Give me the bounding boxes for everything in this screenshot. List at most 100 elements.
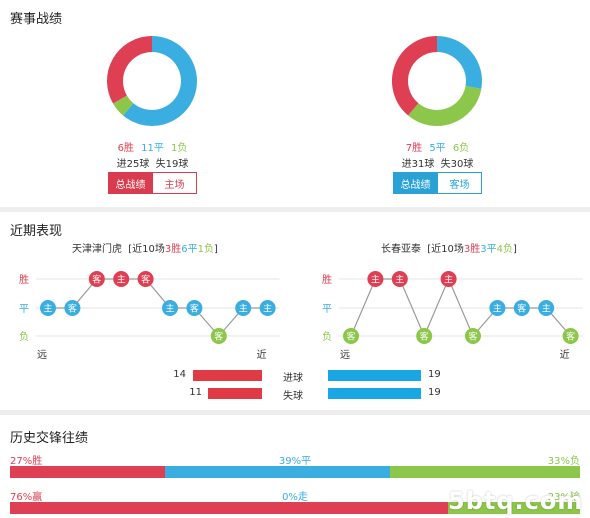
away-donut-chart: [392, 36, 482, 126]
home-goals-against: 失19球: [155, 159, 189, 170]
away-losses: 6负: [452, 143, 470, 154]
home-tab-home[interactable]: 主场: [152, 172, 197, 194]
home-goals-value: 14: [173, 369, 186, 380]
donut-slice-win: [392, 36, 438, 116]
h2h-draw-label: 39%平: [278, 456, 312, 467]
away-game-marker: [465, 328, 481, 344]
away-goals-against: 失30球: [440, 159, 474, 170]
home-far-label: 远: [37, 349, 47, 361]
away-row-label-L: 负: [322, 330, 332, 343]
home-game-venue: 主: [263, 303, 272, 315]
h2h-panel: 历史交锋往绩 27%胜 39%平 33%负 76%赢 0%走 23%输 5btq…: [0, 415, 590, 518]
away-game-marker: [562, 328, 579, 344]
donut-slice-draw: [123, 36, 197, 126]
away-summary-post: ]: [512, 244, 517, 255]
away-record-line: 7胜 5平 6负: [285, 139, 590, 154]
donut-slice-draw: [436, 36, 482, 89]
h2h-handicap-push-label: 0%走: [282, 492, 308, 503]
record-title: 赛事战绩: [10, 12, 63, 27]
away-team-name: 长春亚泰: [381, 244, 421, 255]
away-game-venue: 客: [346, 331, 355, 343]
home-draws: 11平: [141, 143, 164, 154]
recent-form-panel: 近期表现 天津津门虎 [近10场3胜6平1负] 长春亚泰 [近10场3胜3平4负…: [0, 212, 590, 410]
home-game-venue: 客: [141, 274, 150, 286]
h2h-result-bar: [10, 466, 580, 478]
away-tab-overall[interactable]: 总战绩: [393, 172, 438, 194]
home-game-marker: [88, 271, 105, 287]
home-record-line: 6胜 11平 1负: [0, 139, 305, 154]
record-panel: 赛事战绩 6胜 11平 1负 进25球 失19球 总战绩 主场 7胜 5平 6负…: [0, 0, 590, 207]
home-conceded-bar: [208, 388, 262, 399]
away-conceded-bar: [328, 388, 421, 399]
away-goals-line: 进31球 失30球: [285, 155, 590, 170]
away-game-marker: [343, 328, 359, 344]
donut-slice-win: [107, 36, 153, 104]
away-form-wins: 3胜: [463, 244, 481, 255]
away-draws: 5平: [429, 143, 446, 154]
away-wins: 7胜: [405, 143, 423, 154]
away-far-label: 远: [340, 349, 350, 361]
home-game-venue: 主: [117, 274, 126, 286]
home-game-venue: 客: [92, 274, 101, 286]
h2h-segment-loss: [389, 466, 580, 478]
h2h-win-label: 27%胜: [10, 456, 43, 467]
home-tab-overall[interactable]: 总战绩: [108, 172, 153, 194]
home-game-venue: 客: [190, 303, 199, 315]
home-goals-for: 进25球: [116, 159, 150, 170]
conceded-label: 失球: [283, 391, 303, 402]
away-game-venue: 主: [493, 303, 502, 315]
away-form-line: [350, 277, 572, 338]
home-game-marker: [186, 300, 203, 316]
h2h-title: 历史交锋往绩: [10, 431, 89, 446]
away-game-venue: 客: [566, 331, 575, 343]
home-donut-chart: [107, 36, 197, 126]
home-game-venue: 主: [239, 303, 248, 315]
home-game-venue: 客: [214, 331, 223, 343]
h2h-segment-draw: [165, 466, 390, 478]
home-game-marker: [259, 300, 276, 316]
home-form-draws: 6平: [181, 244, 198, 255]
away-tab-away[interactable]: 客场: [437, 172, 482, 194]
away-near-label: 近: [560, 348, 570, 361]
home-game-marker: [210, 328, 227, 344]
away-row-label-W: 胜: [322, 274, 332, 286]
home-form-wins: 3胜: [164, 244, 182, 255]
away-row-label-D: 平: [322, 304, 332, 315]
watermark: 5btq.com: [448, 487, 584, 515]
recent-form-chart: 胜平负主 客客主客主 客客主 主远 近胜平负 客主 主客主客主客主客远近: [19, 271, 583, 361]
away-goals-bar: [328, 370, 421, 381]
h2h-loss-label: 33%负: [547, 456, 580, 467]
away-form-losses: 4负: [496, 244, 513, 255]
home-game-marker: [40, 300, 56, 316]
recent-title: 近期表现: [10, 224, 63, 239]
away-game-marker: [489, 300, 506, 316]
h2h-handicap-win-label: 76%赢: [10, 492, 43, 503]
h2h-segment-win: [10, 466, 166, 478]
home-game-marker: [235, 300, 252, 316]
donut-slice-loss: [408, 85, 482, 126]
home-game-venue: 主: [165, 303, 174, 315]
goals-label: 进球: [283, 373, 303, 384]
home-game-venue: 主: [43, 303, 52, 315]
away-summary-pre: [近10场: [427, 244, 464, 255]
home-game-marker: [64, 300, 81, 316]
away-game-marker: [440, 271, 457, 287]
away-game-venue: 主: [371, 274, 380, 286]
home-row-label-W: 胜: [19, 274, 29, 286]
home-goals-bar: [193, 370, 262, 381]
home-row-label-D: 平: [19, 304, 29, 315]
home-row-label-L: 负: [19, 330, 29, 343]
h2h-handicap-loss-label: 23%输: [547, 492, 580, 503]
away-game-marker: [513, 300, 530, 316]
away-game-venue: 主: [395, 274, 404, 286]
away-form-header: 长春亚泰 [近10场3胜3平4负]: [381, 240, 517, 255]
away-game-marker: [391, 271, 408, 287]
home-game-marker: [113, 271, 130, 287]
away-conceded-value: 19: [428, 387, 441, 398]
away-game-venue: 主: [542, 303, 551, 315]
home-game-venue: 客: [68, 303, 77, 315]
home-conceded-value: 11: [189, 387, 202, 398]
donut-slice-loss: [113, 95, 134, 116]
h2h-segment-loss: [447, 502, 580, 514]
home-wins: 6胜: [117, 143, 134, 154]
